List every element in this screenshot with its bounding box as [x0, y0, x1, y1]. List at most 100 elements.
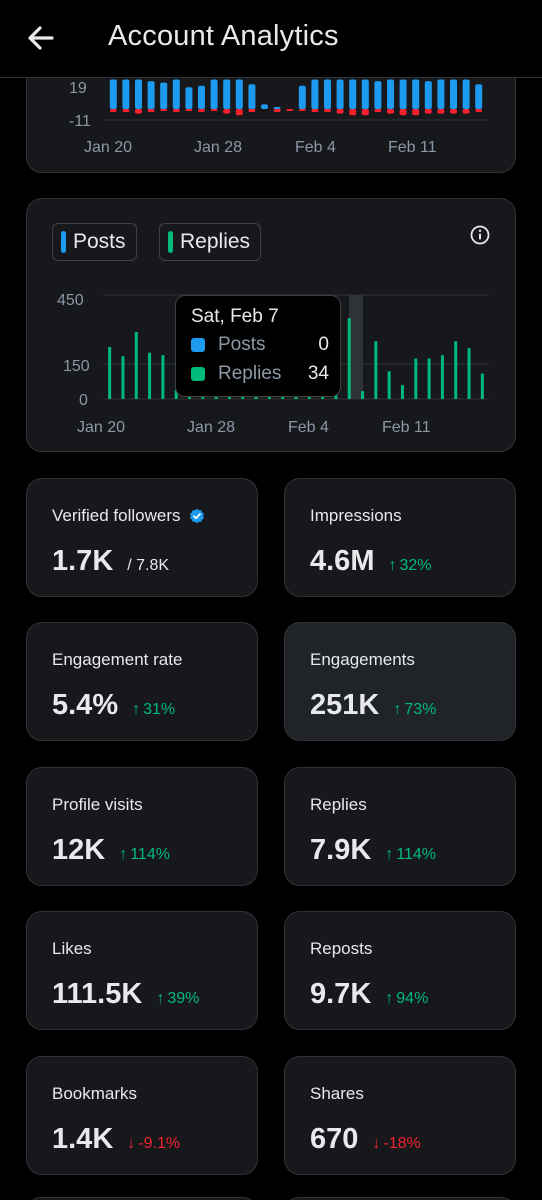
net-negative-bar: [450, 109, 457, 114]
y-tick-label: 19: [69, 80, 87, 97]
metric-card-engagement-rate[interactable]: Engagement rate 5.4% ↑ 31%: [26, 622, 258, 741]
metric-value: 4.6M: [310, 545, 375, 577]
x-tick-label: Jan 20: [77, 419, 125, 436]
arrow-down-icon: ↓: [127, 1135, 136, 1152]
metric-label: Likes: [52, 939, 92, 959]
back-button[interactable]: [22, 20, 62, 56]
metric-value: 111.5K: [52, 978, 143, 1010]
net-negative-bar: [135, 109, 142, 114]
metric-change-value: -18%: [383, 1135, 421, 1152]
x-tick-label: Feb 4: [295, 139, 336, 156]
net-negative-bar: [324, 109, 331, 113]
metric-change-value: 31%: [143, 701, 176, 718]
net-negative-bar: [160, 109, 168, 111]
legend-replies-toggle[interactable]: Replies: [159, 223, 262, 261]
net-negative-bar: [336, 109, 344, 114]
net-positive-bar: [336, 79, 344, 109]
x-tick-label: Jan 20: [84, 139, 132, 156]
x-tick-label: Feb 11: [382, 419, 431, 436]
metric-change: ↑ 31%: [132, 701, 175, 719]
metric-value: 670: [310, 1123, 359, 1155]
net-positive-bar: [450, 79, 457, 109]
metric-card-replies[interactable]: Replies 7.9K ↑ 114%: [284, 767, 516, 886]
net-negative-bar: [399, 109, 407, 116]
net-negative-bar: [235, 109, 243, 116]
x-tick-label: Jan 28: [187, 419, 235, 436]
net-positive-bar: [475, 84, 483, 109]
net-positive-bar: [210, 79, 218, 109]
metric-card-verified-followers[interactable]: Verified followers 1.7K / 7.8K: [26, 478, 258, 597]
metric-label-text: Likes: [52, 939, 92, 958]
legend-posts-toggle[interactable]: Posts: [52, 223, 137, 261]
metric-card-likes[interactable]: Likes 111.5K ↑ 39%: [26, 911, 258, 1030]
tooltip-row-posts: Posts 0: [191, 333, 329, 357]
metric-label: Impressions: [310, 506, 402, 526]
net-negative-bar: [185, 109, 193, 111]
metric-card-profile-visits[interactable]: Profile visits 12K ↑ 114%: [26, 767, 258, 886]
metric-value-row: 670 ↓ -18%: [310, 1123, 421, 1156]
net-negative-bar: [437, 109, 445, 114]
net-positive-bar: [198, 85, 205, 109]
net-positive-bar: [349, 79, 357, 109]
metric-value: 5.4%: [52, 689, 119, 721]
posts-replies-chart-card: Posts Replies 450 150 0 Jan 20 Jan 28 Fe…: [26, 198, 516, 452]
metric-card-reposts[interactable]: Reposts 9.7K ↑ 94%: [284, 911, 516, 1030]
replies-bar: [148, 352, 152, 399]
metric-card-shares[interactable]: Shares 670 ↓ -18%: [284, 1056, 516, 1175]
net-negative-bar: [147, 109, 155, 113]
net-negative-bar: [248, 109, 256, 113]
metric-value-row: 12K ↑ 114%: [52, 834, 170, 867]
tooltip-row-replies: Replies 34: [191, 362, 329, 386]
net-negative-bar: [298, 109, 306, 111]
y-tick-label: -11: [69, 113, 91, 130]
info-circle-icon: [470, 225, 490, 245]
replies-bar: [454, 341, 458, 399]
metric-label-text: Shares: [310, 1084, 364, 1103]
net-positive-bar: [462, 79, 470, 109]
metric-value-row: 1.4K ↓ -9.1%: [52, 1123, 180, 1156]
metric-change: ↑ 73%: [393, 701, 436, 719]
arrow-down-icon: ↓: [372, 1135, 381, 1152]
net-positive-bar: [185, 87, 193, 109]
arrow-up-icon: ↑: [132, 701, 141, 718]
replies-bar: [467, 348, 471, 399]
chart-tooltip: Sat, Feb 7 Posts 0 Replies 34: [175, 295, 341, 397]
metric-total: / 7.8K: [127, 557, 170, 574]
net-positive-bar: [248, 84, 256, 109]
net-negative-bar: [223, 109, 231, 114]
net-negative-bar: [286, 109, 294, 111]
net-positive-bar: [437, 79, 445, 109]
metric-value-row: 5.4% ↑ 31%: [52, 689, 175, 722]
metric-change: ↑ 94%: [385, 990, 428, 1008]
net-positive-bar: [261, 104, 268, 109]
metric-card-engagements[interactable]: Engagements 251K ↑ 73%: [284, 622, 516, 741]
metric-label: Verified followers: [52, 506, 205, 526]
tooltip-replies-label: Replies: [218, 363, 282, 384]
net-positive-bar: [122, 79, 130, 109]
metric-card-bookmarks[interactable]: Bookmarks 1.4K ↓ -9.1%: [26, 1056, 258, 1175]
legend-posts-label: Posts: [73, 230, 126, 253]
info-button[interactable]: [469, 224, 491, 246]
net-activity-chart[interactable]: 19 -11 Jan 20 Jan 28 Feb 4 Feb 11: [27, 41, 517, 174]
metric-change-value: 39%: [167, 990, 200, 1007]
metric-value-row: 1.7K / 7.8K: [52, 545, 169, 578]
net-positive-bar: [399, 79, 407, 109]
net-positive-bar: [412, 79, 420, 109]
metric-change: ↓ -9.1%: [127, 1135, 180, 1153]
arrow-up-icon: ↑: [388, 557, 397, 574]
metric-value-row: 111.5K ↑ 39%: [52, 978, 199, 1011]
posts-swatch: [61, 231, 66, 253]
metric-label-text: Profile visits: [52, 795, 143, 814]
tooltip-posts-label: Posts: [218, 334, 266, 355]
y-tick-label: 0: [79, 392, 88, 409]
metric-label: Engagement rate: [52, 650, 182, 670]
metric-change-value: 73%: [404, 701, 437, 718]
net-negative-bar: [361, 109, 369, 116]
x-tick-label: Feb 11: [388, 139, 437, 156]
net-negative-bar: [311, 109, 319, 113]
metric-card-impressions[interactable]: Impressions 4.6M ↑ 32%: [284, 478, 516, 597]
metric-value-row: 251K ↑ 73%: [310, 689, 436, 722]
net-positive-bar: [160, 82, 168, 109]
replies-bar: [427, 358, 431, 399]
net-negative-bar: [462, 109, 470, 114]
